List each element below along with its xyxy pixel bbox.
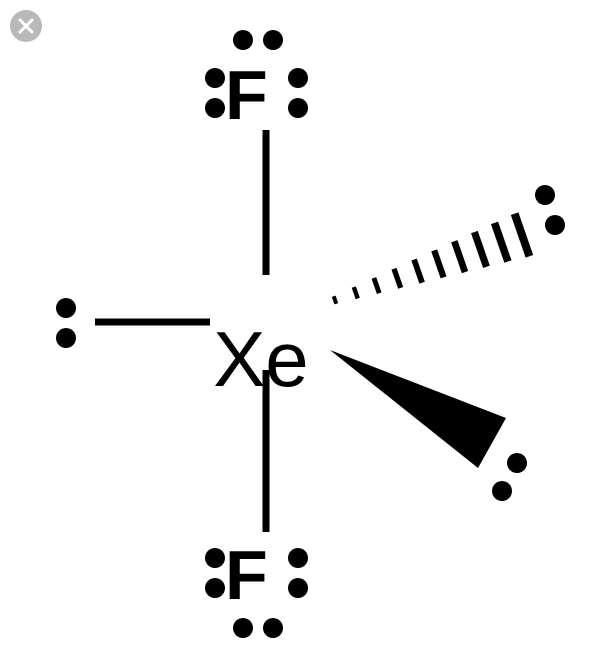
- electron-dot: [233, 30, 253, 50]
- electron-dot: [263, 30, 283, 50]
- top-atom-f: F: [225, 60, 268, 130]
- bottom-atom-f: F: [225, 540, 268, 610]
- electron-dot: [492, 481, 512, 501]
- electron-dot: [507, 453, 527, 473]
- electron-dot: [56, 328, 76, 348]
- electron-dot: [205, 548, 225, 568]
- electron-dot: [233, 618, 253, 638]
- electron-dot: [288, 98, 308, 118]
- electron-dot: [288, 578, 308, 598]
- electron-dot: [263, 618, 283, 638]
- electron-dot: [288, 548, 308, 568]
- electron-dot: [205, 578, 225, 598]
- electron-dot: [535, 185, 555, 205]
- electron-dot: [545, 215, 565, 235]
- center-atom-xe: Xe: [213, 320, 308, 398]
- electron-dot: [205, 68, 225, 88]
- electron-dot: [56, 298, 76, 318]
- electron-dot: [205, 98, 225, 118]
- electron-dot: [288, 68, 308, 88]
